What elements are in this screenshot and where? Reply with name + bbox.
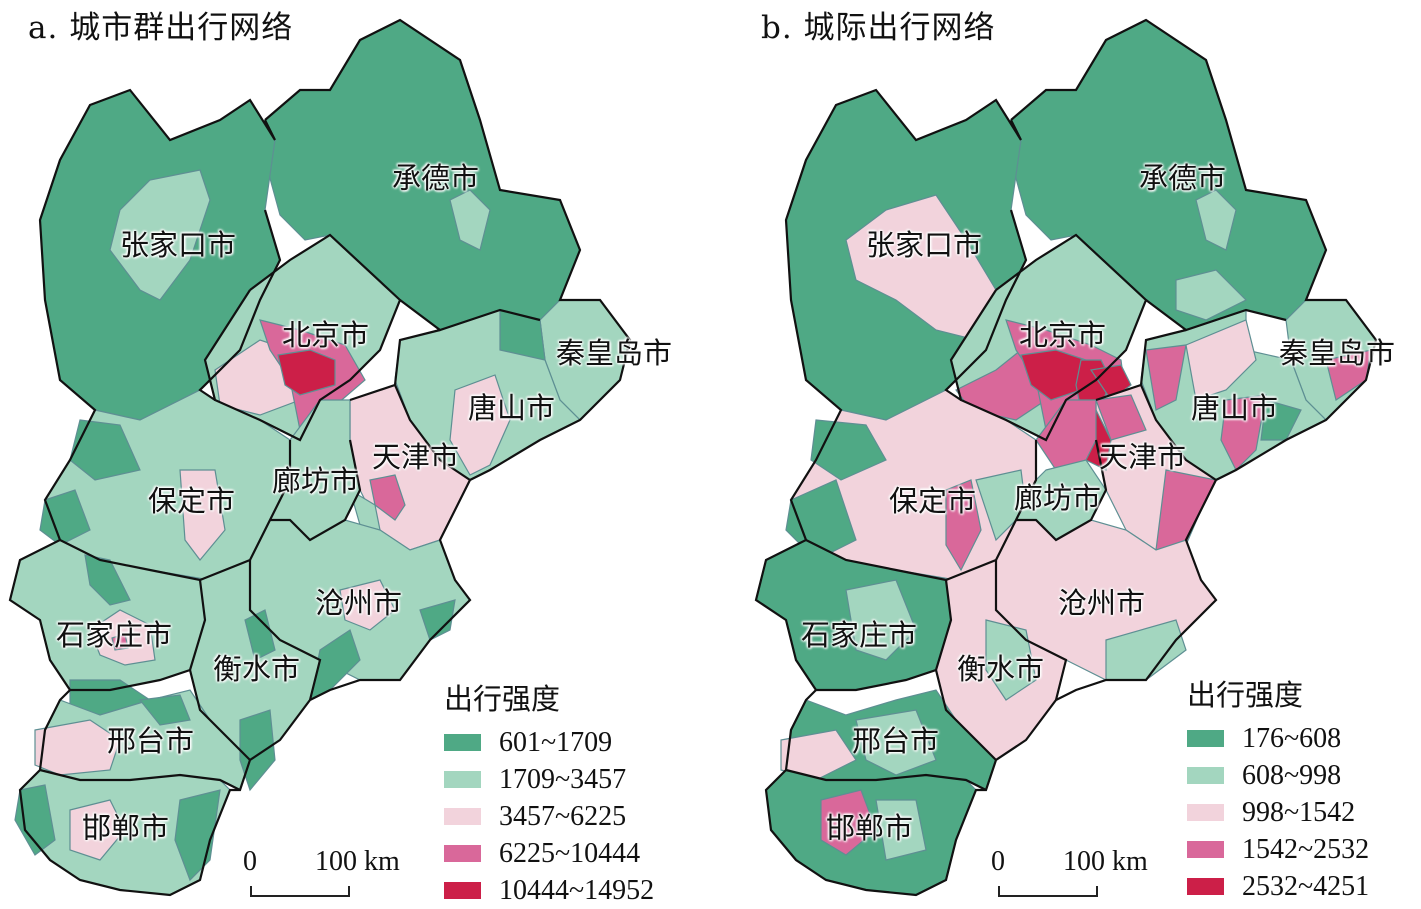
city-label-xingtai: 邢台市 bbox=[852, 724, 940, 758]
city-label-qinhuangdao: 秦皇岛市 bbox=[1279, 336, 1396, 370]
city-label-chengde: 承德市 bbox=[1139, 161, 1227, 195]
city-label-baoding: 保定市 bbox=[889, 484, 977, 518]
city-label-tangshan: 唐山市 bbox=[1191, 391, 1279, 425]
map-panel-b: b. 城际出行网络 承德市 张家口市 北京市 秦皇岛市 唐山市 天津市 廊坊市 … bbox=[711, 0, 1421, 904]
legend-label: 10444~14952 bbox=[499, 874, 655, 906]
choropleth-map-a bbox=[8, 18, 632, 897]
legend-item: 601~1709 bbox=[444, 724, 654, 761]
legend-label: 2532~4251 bbox=[1242, 870, 1370, 902]
city-label-handan: 邯郸市 bbox=[82, 811, 170, 845]
city-label-hengshui: 衡水市 bbox=[213, 652, 301, 686]
legend-item: 6225~10444 bbox=[444, 835, 654, 872]
legend-label: 3457~6225 bbox=[499, 800, 627, 832]
legend-swatch-class5 bbox=[444, 882, 481, 899]
city-label-zhangjiakou: 张家口市 bbox=[120, 228, 237, 262]
panel-title-a: a. 城市群出行网络 bbox=[28, 10, 294, 46]
legend-label: 176~608 bbox=[1242, 722, 1342, 754]
legend-label: 601~1709 bbox=[499, 726, 613, 758]
scale-bar-line bbox=[998, 886, 1098, 897]
scale-bar-a: 0 100 km bbox=[243, 846, 400, 897]
legend-swatch-class1 bbox=[444, 734, 481, 751]
legend-swatch-class3 bbox=[1187, 804, 1224, 821]
legend-item: 998~1542 bbox=[1187, 794, 1369, 831]
city-label-beijing: 北京市 bbox=[282, 318, 370, 352]
legend-label: 608~998 bbox=[1242, 759, 1342, 791]
panel-title-b: b. 城际出行网络 bbox=[761, 10, 996, 46]
legend-item: 608~998 bbox=[1187, 757, 1369, 794]
city-label-chengde: 承德市 bbox=[392, 161, 480, 195]
legend-swatch-class3 bbox=[444, 808, 481, 825]
city-label-langfang: 廊坊市 bbox=[1014, 481, 1102, 515]
scale-bar-line bbox=[250, 886, 350, 897]
legend-title: 出行强度 bbox=[444, 682, 561, 716]
city-label-qinhuangdao: 秦皇岛市 bbox=[556, 336, 673, 370]
city-label-beijing: 北京市 bbox=[1019, 318, 1107, 352]
legend-swatch-class5 bbox=[1187, 878, 1224, 895]
scale-zero-label: 0 bbox=[991, 846, 1005, 877]
scale-distance-label: 100 km bbox=[315, 846, 400, 877]
choropleth-map-b bbox=[754, 18, 1378, 897]
city-label-cangzhou: 沧州市 bbox=[315, 586, 403, 620]
map-panel-a: a. 城市群出行网络 承德市 张家口市 北京市 秦皇岛市 唐山市 天津市 廊坊市… bbox=[0, 0, 710, 906]
legend-item: 3457~6225 bbox=[444, 798, 654, 835]
city-label-shijiazhuang: 石家庄市 bbox=[56, 618, 173, 652]
legend-item: 1542~2532 bbox=[1187, 831, 1369, 868]
city-label-hengshui: 衡水市 bbox=[957, 652, 1045, 686]
legend-swatch-class2 bbox=[1187, 767, 1224, 784]
city-label-zhangjiakou: 张家口市 bbox=[866, 228, 983, 262]
city-label-langfang: 廊坊市 bbox=[272, 464, 360, 498]
legend-a: 出行强度 601~1709 1709~3457 3457~6225 6225~1… bbox=[444, 676, 654, 909]
legend-label: 1542~2532 bbox=[1242, 833, 1370, 865]
legend-title: 出行强度 bbox=[1187, 678, 1304, 712]
city-label-tianjin: 天津市 bbox=[1099, 440, 1187, 474]
legend-b: 出行强度 176~608 608~998 998~1542 1542~2532 … bbox=[1187, 672, 1369, 905]
legend-swatch-class4 bbox=[1187, 841, 1224, 858]
scale-zero-label: 0 bbox=[243, 846, 257, 877]
legend-item: 1709~3457 bbox=[444, 761, 654, 798]
legend-item: 2532~4251 bbox=[1187, 868, 1369, 905]
city-label-tangshan: 唐山市 bbox=[468, 391, 556, 425]
city-label-shijiazhuang: 石家庄市 bbox=[801, 618, 918, 652]
city-label-tianjin: 天津市 bbox=[372, 440, 460, 474]
scale-bar-b: 0 100 km bbox=[991, 846, 1148, 897]
city-label-handan: 邯郸市 bbox=[826, 811, 914, 845]
legend-swatch-class4 bbox=[444, 845, 481, 862]
legend-label: 1709~3457 bbox=[499, 763, 627, 795]
city-label-cangzhou: 沧州市 bbox=[1058, 586, 1146, 620]
legend-item: 10444~14952 bbox=[444, 872, 654, 909]
legend-swatch-class2 bbox=[444, 771, 481, 788]
legend-swatch-class1 bbox=[1187, 730, 1224, 747]
city-label-baoding: 保定市 bbox=[148, 484, 236, 518]
legend-label: 6225~10444 bbox=[499, 837, 641, 869]
legend-item: 176~608 bbox=[1187, 720, 1369, 757]
scale-distance-label: 100 km bbox=[1063, 846, 1148, 877]
legend-label: 998~1542 bbox=[1242, 796, 1356, 828]
city-label-xingtai: 邢台市 bbox=[107, 724, 195, 758]
